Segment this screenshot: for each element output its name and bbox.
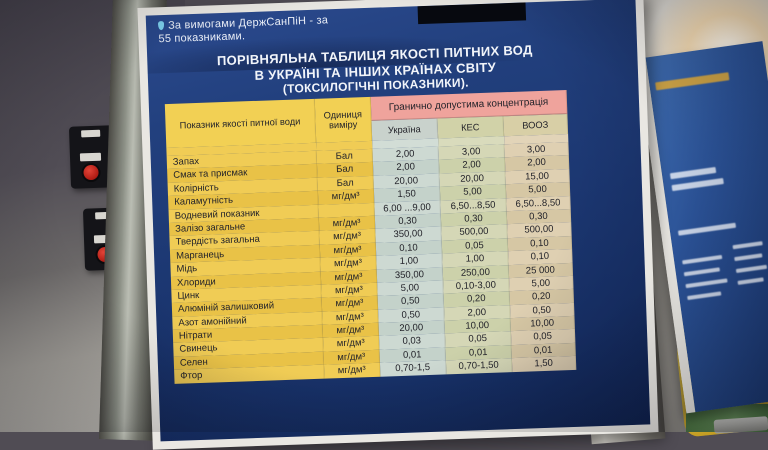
text-line-blur xyxy=(737,277,764,285)
text-line-blur xyxy=(735,264,768,274)
header-ukraine: Україна xyxy=(371,118,439,141)
text-line-blur xyxy=(687,291,722,301)
header-unit: Одиниця виміру xyxy=(314,96,373,143)
text-line-blur xyxy=(683,267,720,277)
switch-sticker xyxy=(79,152,102,162)
dsanpin-note: За вимогами ДержСанПіН - за 55 показника… xyxy=(157,14,329,46)
text-line-blur xyxy=(685,278,728,289)
red-button-icon xyxy=(83,164,99,181)
text-line-blur xyxy=(682,254,723,265)
text-line-blur xyxy=(734,253,763,262)
note-line-1: За вимогами ДержСанПіН - за xyxy=(167,14,329,32)
header-vooz: ВООЗ xyxy=(503,114,569,137)
poster-surface: За вимогами ДержСанПіН - за 55 показника… xyxy=(145,0,651,442)
table-body: Запах Бал 2,00 3,00 3,00 Смак та присмак Бал 2,… xyxy=(166,142,577,384)
value-ukraine: 0,70-1,5 xyxy=(379,360,447,377)
value-kes: 0,70-1,50 xyxy=(445,358,513,375)
note-line-2: 55 показниками. xyxy=(158,30,246,46)
switch-sticker xyxy=(81,129,101,138)
header-indicator: Показник якості питної води xyxy=(164,98,317,149)
row-unit: мг/дм³ xyxy=(324,362,381,379)
header-kes: КЕС xyxy=(437,116,505,139)
headline-text-blur xyxy=(655,72,730,91)
water-quality-poster: За вимогами ДержСанПіН - за 55 показника… xyxy=(137,0,659,450)
text-line-blur xyxy=(669,166,717,180)
water-drop-icon xyxy=(157,21,165,31)
text-line-blur xyxy=(732,241,763,250)
text-line-blur xyxy=(677,222,737,236)
dark-patch xyxy=(417,2,527,25)
value-vooz: 1,50 xyxy=(511,356,577,372)
text-line-blur xyxy=(671,177,724,192)
comparison-table: Показник якості питної води Одиниця вимі… xyxy=(164,90,577,384)
